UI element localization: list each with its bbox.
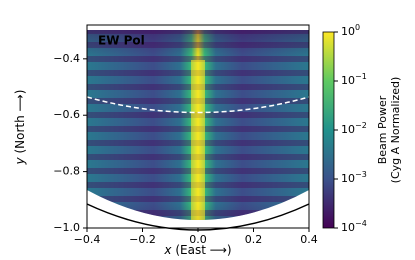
y-tick-label: −0.4 (53, 52, 80, 65)
colorbar-tick-base: 10 (341, 172, 355, 185)
colorbar-tick-base: 10 (341, 123, 355, 136)
colorbar-tick-base: 10 (341, 25, 355, 38)
y-axis-label: y (North ⟶) (13, 90, 27, 166)
colorbar-label: Beam Power(Cyg A Normalized) (376, 77, 402, 184)
colorbar-tick-exponent: −4 (355, 219, 367, 228)
y-tick-label: −0.6 (53, 108, 80, 121)
annotation: EW Pol (98, 34, 145, 48)
x-tick-label: 0.2 (245, 233, 263, 246)
colorbar-tick-label: 10−3 (341, 170, 367, 186)
y-tick-label: −1.0 (53, 221, 80, 234)
colorbar-tick-label: 10−4 (341, 219, 367, 235)
x-tick-label: −0.2 (129, 233, 156, 246)
colorbar-tick-label: 10−1 (341, 72, 367, 88)
colorbar-tick-exponent: 0 (355, 23, 360, 32)
y-tick-label: −0.8 (53, 165, 80, 178)
x-tick-label: −0.4 (74, 233, 101, 246)
x-tick-label: 0.4 (300, 233, 318, 246)
colorbar (322, 31, 335, 229)
horizon-dashed (86, 96, 310, 114)
colorbar-tick-exponent: −2 (355, 121, 367, 130)
heatmap-image (87, 30, 309, 220)
x-tick-label: 0.0 (189, 233, 207, 246)
x-axis-label: x (East ⟶) (163, 243, 231, 257)
colorbar-tick-exponent: −1 (355, 72, 367, 81)
colorbar-tick-label: 10−2 (341, 121, 367, 137)
colorbar-tick-label: 100 (341, 23, 360, 39)
colorbar-tick-base: 10 (341, 221, 355, 234)
colorbar-tick-base: 10 (341, 74, 355, 87)
colorbar-tick-exponent: −3 (355, 170, 367, 179)
